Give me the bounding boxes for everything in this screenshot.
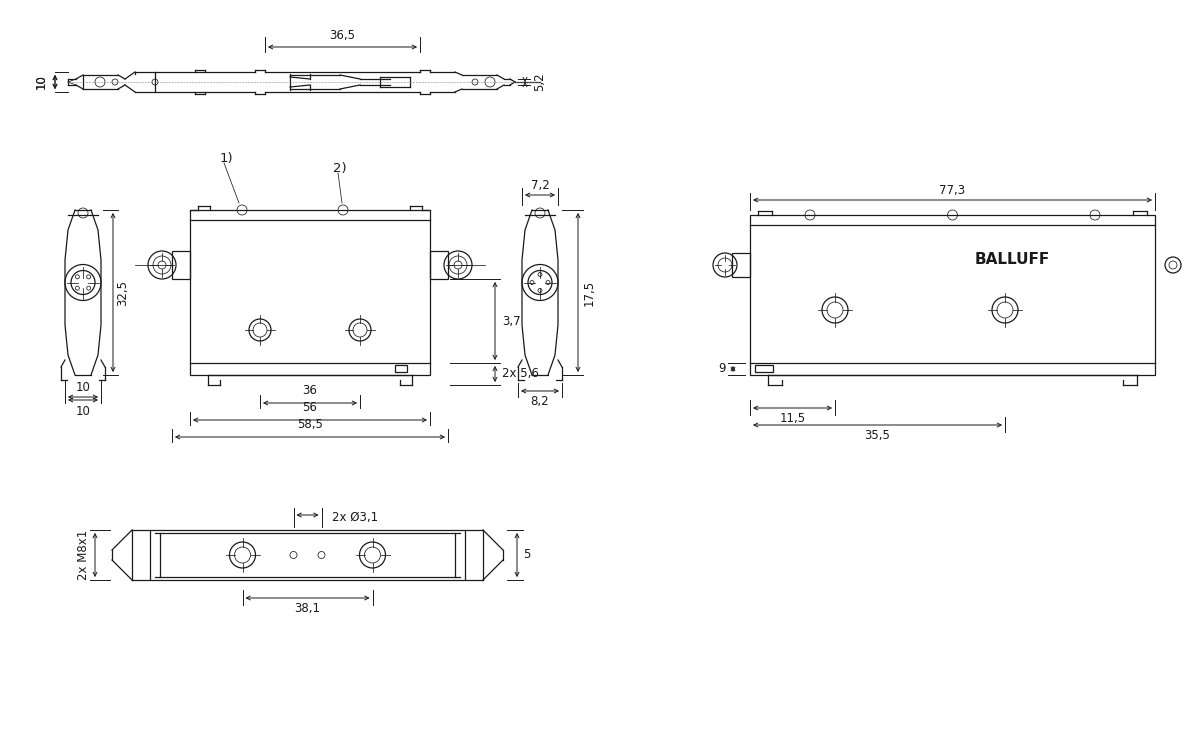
Text: 10: 10 bbox=[76, 381, 90, 394]
Text: 2): 2) bbox=[334, 162, 347, 175]
Text: 10: 10 bbox=[76, 405, 90, 418]
Text: 36,5: 36,5 bbox=[330, 29, 355, 42]
Text: 36: 36 bbox=[302, 384, 318, 397]
Text: 2x Ø3,1: 2x Ø3,1 bbox=[331, 512, 378, 524]
Text: 3,7: 3,7 bbox=[502, 314, 521, 327]
Bar bbox=[190, 210, 430, 375]
Bar bbox=[750, 215, 1154, 375]
Text: 2x 5,6: 2x 5,6 bbox=[502, 368, 539, 380]
Text: 35,5: 35,5 bbox=[864, 429, 890, 442]
Text: 5,2: 5,2 bbox=[533, 72, 546, 91]
Bar bbox=[150, 530, 466, 580]
Text: 10: 10 bbox=[35, 75, 48, 90]
Text: 2x M8x1: 2x M8x1 bbox=[77, 530, 90, 580]
Text: 9: 9 bbox=[719, 362, 726, 376]
Text: 7,2: 7,2 bbox=[530, 179, 550, 192]
Text: 32,5: 32,5 bbox=[116, 279, 130, 306]
Text: 8,2: 8,2 bbox=[530, 395, 550, 408]
Text: 38,1: 38,1 bbox=[294, 602, 320, 615]
Text: 17,5: 17,5 bbox=[583, 279, 596, 306]
Text: 1): 1) bbox=[220, 152, 234, 165]
Text: 77,3: 77,3 bbox=[940, 184, 966, 197]
Bar bbox=[732, 253, 750, 277]
Bar bbox=[755, 365, 773, 372]
Bar bbox=[395, 365, 407, 372]
Text: BALLUFF: BALLUFF bbox=[974, 252, 1050, 267]
Text: 11,5: 11,5 bbox=[780, 412, 805, 425]
Bar bbox=[172, 251, 190, 279]
Text: 58,5: 58,5 bbox=[298, 418, 323, 431]
Text: 56: 56 bbox=[302, 401, 318, 414]
Text: 10: 10 bbox=[35, 75, 48, 90]
Bar bbox=[430, 251, 448, 279]
Text: 5: 5 bbox=[523, 548, 530, 562]
